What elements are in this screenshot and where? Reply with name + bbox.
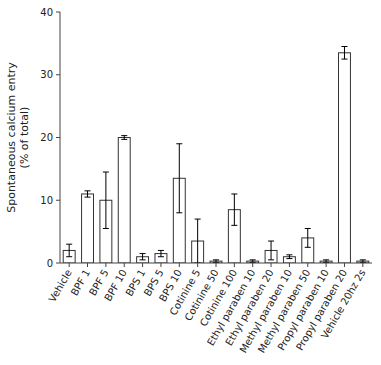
chart-container: 0 10 20 30 40 Spontaneous calcium entry(% of … [0,0,381,365]
error-bar [176,144,182,213]
chart: 0 10 20 30 40 Spontaneous calcium entry(% of … [0,0,381,365]
x-tick [344,263,345,267]
x-tick-label: Vehicle 20hz 2s [319,268,368,341]
error-bar [213,260,219,263]
y-tick-label: 0 [47,258,53,269]
bar [118,138,130,264]
y-tick-label: 10 [40,195,53,206]
error-bar [231,194,237,225]
x-tick [307,263,308,267]
x-tick [105,263,106,267]
x-tick [142,263,143,267]
x-tick [87,263,88,267]
y-tick [56,74,60,75]
y-tick-label: 40 [40,7,53,18]
error-bar [121,136,127,140]
x-tick-label: Vehicle [46,268,73,304]
x-tick-label: BPF 10 [102,268,129,303]
error-bar [250,260,256,263]
y-tick [56,12,60,13]
error-bar [305,228,311,247]
y-axis-line [60,12,61,263]
y-axis: 0 10 20 30 40 [40,7,60,269]
x-tick [124,263,125,267]
error-bar [360,260,366,263]
x-tick [160,263,161,267]
error-bar [103,172,109,228]
plot-area [63,47,369,263]
error-bar [158,250,164,256]
x-tick [271,263,272,267]
y-tick [56,137,60,138]
bar [82,194,94,263]
x-axis: VehicleBPF 1BPF 5BPF 10BPS 1BPS 5BPS 10C… [46,263,367,355]
x-tick [216,263,217,267]
error-bar [323,260,329,263]
error-bar [195,219,201,263]
x-tick [234,263,235,267]
error-bar [85,191,91,197]
x-tick [197,263,198,267]
x-tick [289,263,290,267]
x-tick [362,263,363,267]
y-tick [56,263,60,264]
y-tick [56,200,60,201]
x-tick [179,263,180,267]
error-bar [341,47,347,60]
error-bar [286,255,292,259]
x-tick [69,263,70,267]
y-axis-label: Spontaneous calcium entry(% of total) [5,62,31,213]
error-bar [268,241,274,260]
x-tick [326,263,327,267]
y-tick-label: 20 [40,132,53,143]
y-tick-label: 30 [40,69,53,80]
bar [339,53,351,263]
error-bar [140,254,146,260]
error-bar [66,244,72,257]
x-tick [252,263,253,267]
